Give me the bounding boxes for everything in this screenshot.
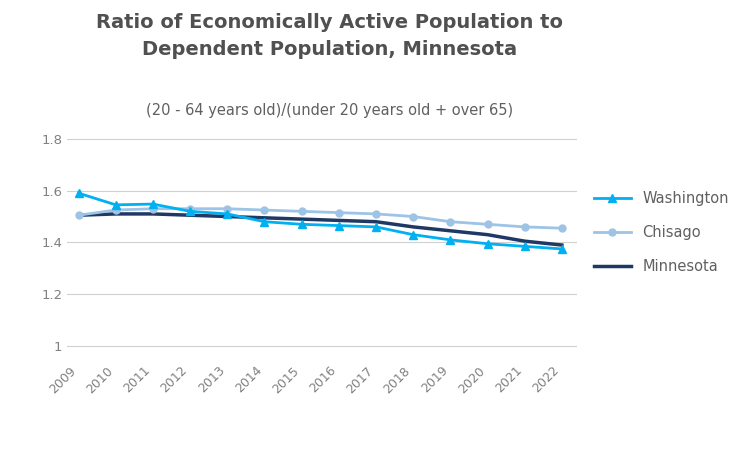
Washington	[74, 190, 83, 196]
Washington	[557, 246, 566, 251]
Chisago	[186, 206, 195, 211]
Minnesota	[74, 212, 83, 218]
Chisago	[74, 212, 83, 218]
Line: Washington: Washington	[74, 189, 566, 253]
Chisago	[112, 207, 121, 213]
Chisago	[222, 206, 231, 211]
Line: Chisago: Chisago	[75, 205, 565, 232]
Minnesota	[521, 238, 530, 244]
Minnesota	[112, 211, 121, 216]
Minnesota	[260, 215, 269, 220]
Minnesota	[186, 212, 195, 218]
Chisago	[446, 219, 455, 224]
Chisago	[521, 224, 530, 229]
Chisago	[372, 211, 380, 216]
Chisago	[557, 225, 566, 231]
Minnesota	[446, 228, 455, 233]
Washington	[334, 223, 343, 228]
Chisago	[409, 214, 418, 219]
Minnesota	[222, 214, 231, 219]
Chisago	[260, 207, 269, 213]
Text: Ratio of Economically Active Population to
Dependent Population, Minnesota: Ratio of Economically Active Population …	[96, 13, 563, 59]
Washington	[483, 241, 492, 247]
Washington	[260, 219, 269, 224]
Minnesota	[557, 242, 566, 248]
Legend: Washington, Chisago, Minnesota: Washington, Chisago, Minnesota	[594, 191, 729, 274]
Washington	[409, 232, 418, 238]
Line: Minnesota: Minnesota	[79, 214, 562, 245]
Washington	[112, 202, 121, 207]
Washington	[297, 222, 306, 227]
Chisago	[148, 206, 157, 211]
Minnesota	[372, 219, 380, 224]
Washington	[186, 209, 195, 214]
Minnesota	[334, 218, 343, 223]
Washington	[446, 237, 455, 242]
Washington	[222, 211, 231, 216]
Chisago	[483, 222, 492, 227]
Minnesota	[297, 216, 306, 222]
Text: (20 - 64 years old)/(under 20 years old + over 65): (20 - 64 years old)/(under 20 years old …	[146, 103, 513, 118]
Chisago	[334, 210, 343, 216]
Washington	[521, 244, 530, 249]
Minnesota	[483, 232, 492, 238]
Washington	[372, 224, 380, 229]
Chisago	[297, 209, 306, 214]
Minnesota	[409, 224, 418, 229]
Minnesota	[148, 211, 157, 216]
Washington	[148, 201, 157, 207]
